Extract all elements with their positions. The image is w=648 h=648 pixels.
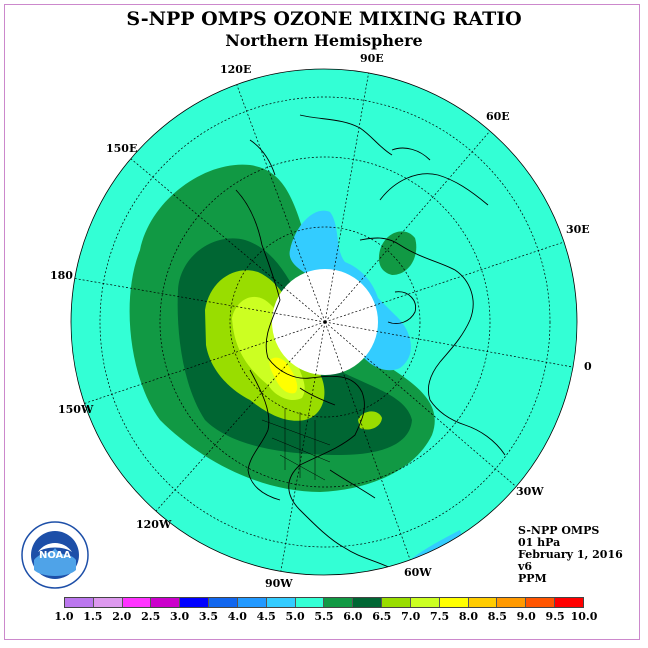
colorbar-swatch — [410, 598, 440, 607]
colorbar-tick-label: 10.0 — [570, 610, 598, 623]
colorbar-swatch — [93, 598, 123, 607]
map-title: S-NPP OMPS OZONE MIXING RATIO — [126, 8, 522, 30]
colorbar-tick-label: 2.5 — [141, 610, 161, 623]
lon-label-60e: 60E — [486, 110, 510, 123]
colorbar-swatch — [237, 598, 267, 607]
colorbar-swatch — [180, 598, 210, 607]
colorbar-swatch — [122, 598, 152, 607]
colorbar-tick-label: 8.5 — [487, 610, 507, 623]
colorbar-tick-label: 1.0 — [54, 610, 74, 623]
graticule — [99, 96, 551, 548]
lon-label-90e: 90E — [360, 52, 384, 65]
colorbar-tick-label: 3.5 — [198, 610, 219, 623]
colorbar-swatch — [555, 598, 583, 607]
colorbar-swatch — [324, 598, 354, 607]
lon-label-30e: 30E — [566, 223, 590, 236]
colorbar-tick-label: 6.5 — [372, 610, 392, 623]
colorbar-swatch — [266, 598, 296, 607]
lon-label-150e: 150E — [106, 142, 137, 155]
colorbar-tick-label: 5.5 — [314, 610, 334, 623]
colorbar-swatch — [65, 598, 94, 607]
ozone-band-5-5-small — [378, 231, 417, 275]
noaa-logo: NOAA — [21, 521, 89, 589]
colorbar-swatch — [439, 598, 469, 607]
us-state-borders — [261, 408, 331, 481]
colorbar-tick-label: 9.0 — [516, 610, 536, 623]
colorbar-tick-label: 1.5 — [83, 610, 103, 623]
lon-label-120e: 120E — [220, 63, 251, 76]
colorbar-swatch — [295, 598, 325, 607]
colorbar-ticks: 1.0 1.5 2.0 2.5 3.0 3.5 4.0 4.5 5.0 5.5 6.0 6.5 7.0 7… — [0, 610, 648, 624]
noaa-logo-text: NOAA — [39, 550, 71, 561]
info-units: PPM — [518, 572, 547, 585]
map-subtitle: Northern Hemisphere — [225, 31, 423, 50]
colorbar-swatch — [151, 598, 181, 607]
colorbar-tick-label: 8.0 — [458, 610, 479, 623]
info-date: February 1, 2016 — [518, 548, 623, 561]
colorbar-swatch — [526, 598, 556, 607]
colorbar-swatch — [353, 598, 383, 607]
lon-label-0: 0 — [584, 360, 592, 373]
colorbar-swatch — [468, 598, 498, 607]
colorbar-tick-label: 2.0 — [112, 610, 132, 623]
info-block: S-NPP OMPS 01 hPa February 1, 2016 v6 PP… — [518, 525, 623, 585]
lon-label-150w: 150W — [58, 403, 94, 416]
info-instrument: S-NPP OMPS — [518, 524, 600, 537]
lon-label-90w: 90W — [265, 577, 293, 590]
colorbar-tick-label: 9.5 — [545, 610, 565, 623]
ozone-band-7-5 — [269, 357, 298, 394]
lon-label-120w: 120W — [136, 518, 172, 531]
colorbar-tick-label: 5.0 — [285, 610, 305, 623]
colorbar-tick-label: 4.0 — [227, 610, 247, 623]
colorbar — [64, 597, 584, 608]
lon-label-60w: 60W — [404, 566, 432, 579]
info-pressure-level: 01 hPa — [518, 536, 561, 549]
colorbar-tick-label: 6.0 — [343, 610, 363, 623]
image-frame — [4, 4, 640, 640]
lon-label-30w: 30W — [516, 485, 544, 498]
colorbar-swatch — [209, 598, 238, 607]
info-version: v6 — [518, 560, 533, 573]
map-outline — [70, 68, 578, 576]
meridians — [71, 69, 577, 575]
colorbar-tick-label: 7.5 — [429, 610, 450, 623]
colorbar-swatch — [497, 598, 527, 607]
coastlines — [235, 114, 506, 571]
colorbar-tick-label: 3.0 — [169, 610, 190, 623]
colorbar-swatch — [382, 598, 411, 607]
lon-label-180: 180 — [50, 269, 73, 282]
colorbar-tick-label: 4.5 — [256, 610, 276, 623]
ozone-band-6-5-small — [358, 411, 382, 430]
colorbar-tick-label: 7.0 — [401, 610, 421, 623]
